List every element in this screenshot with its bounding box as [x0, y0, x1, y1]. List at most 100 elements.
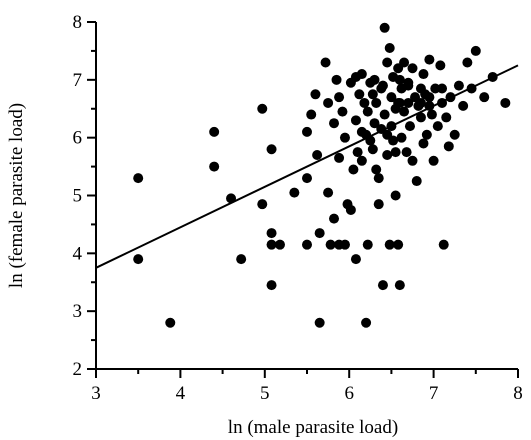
data-point: [337, 106, 348, 117]
data-point: [445, 92, 456, 103]
data-point: [209, 126, 220, 137]
data-point: [407, 155, 418, 166]
data-point: [323, 97, 334, 108]
data-point: [266, 280, 277, 291]
data-point: [373, 199, 384, 210]
data-point: [356, 69, 367, 80]
data-point: [367, 144, 378, 155]
data-point: [339, 239, 350, 250]
data-point: [329, 213, 340, 224]
data-point: [226, 193, 237, 204]
y-tick-label: 4: [73, 243, 83, 264]
data-point: [424, 54, 435, 65]
data-point: [382, 150, 393, 161]
data-point: [437, 97, 448, 108]
data-point: [386, 92, 397, 103]
data-point: [403, 77, 414, 88]
data-point: [437, 83, 448, 94]
data-point: [302, 239, 312, 250]
data-point: [371, 164, 382, 175]
data-point: [403, 97, 414, 108]
y-tick-label: 3: [73, 301, 83, 322]
data-point: [320, 57, 331, 68]
data-point: [411, 176, 422, 187]
data-point: [361, 317, 372, 328]
data-point: [354, 89, 365, 100]
data-point: [426, 109, 437, 120]
data-point: [390, 190, 401, 201]
data-point: [382, 57, 393, 68]
data-point: [479, 92, 490, 103]
data-point: [377, 280, 388, 291]
data-point: [432, 121, 443, 132]
data-point: [435, 60, 446, 71]
y-tick-label: 8: [73, 12, 83, 33]
data-point: [334, 92, 345, 103]
data-point: [350, 115, 361, 126]
data-point: [384, 239, 395, 250]
data-point: [266, 228, 277, 239]
data-point: [379, 109, 390, 120]
data-point: [257, 199, 268, 210]
data-point: [314, 228, 325, 239]
data-point: [421, 129, 432, 140]
data-point: [394, 280, 405, 291]
data-point: [359, 97, 370, 108]
y-tick-label: 6: [73, 128, 83, 149]
x-tick-label: 5: [260, 383, 270, 404]
y-axis-title: ln (female parasite load): [6, 103, 27, 288]
data-point: [362, 106, 373, 117]
data-point: [361, 129, 372, 140]
data-point: [386, 121, 397, 132]
data-point: [443, 141, 454, 152]
y-axis-ticks: 2 3 4 5 6 7 8: [73, 12, 96, 380]
axes: [95, 22, 518, 370]
data-point: [331, 74, 342, 85]
data-point: [312, 150, 323, 161]
x-tick-label: 8: [513, 383, 523, 404]
data-point: [325, 239, 336, 250]
x-tick-label: 6: [344, 383, 354, 404]
data-point: [362, 239, 373, 250]
x-axis-ticks: 3 4 5 6 7 8: [91, 369, 523, 404]
data-point: [350, 254, 361, 265]
data-point: [306, 109, 317, 120]
data-point: [462, 57, 473, 68]
data-point: [428, 155, 439, 166]
data-point: [399, 57, 410, 68]
data-point: [404, 121, 415, 132]
data-point: [302, 126, 312, 137]
data-point: [266, 239, 277, 250]
data-point: [356, 155, 367, 166]
data-point: [339, 132, 350, 143]
y-tick-label: 2: [73, 359, 83, 380]
x-tick-label: 3: [91, 383, 101, 404]
data-point: [390, 147, 401, 158]
data-point: [133, 173, 144, 184]
data-point: [373, 173, 384, 184]
data-point: [418, 69, 429, 80]
data-point: [407, 63, 418, 74]
data-point: [449, 129, 460, 140]
data-point: [453, 80, 464, 91]
x-tick-label: 4: [176, 383, 186, 404]
data-point: [401, 147, 412, 158]
data-point: [399, 106, 410, 117]
y-tick-label: 5: [73, 186, 83, 207]
data-point: [424, 92, 435, 103]
data-point: [348, 164, 359, 175]
data-point: [424, 100, 435, 111]
data-point: [133, 254, 144, 265]
data-point: [470, 45, 481, 56]
data-point: [394, 97, 405, 108]
data-point: [334, 152, 345, 163]
data-point: [396, 132, 407, 143]
data-point: [487, 71, 498, 82]
data-point: [458, 100, 469, 111]
data-point: [257, 103, 268, 114]
data-point: [302, 173, 312, 184]
data-point: [379, 22, 390, 33]
data-point: [165, 317, 176, 328]
data-point: [266, 144, 277, 155]
